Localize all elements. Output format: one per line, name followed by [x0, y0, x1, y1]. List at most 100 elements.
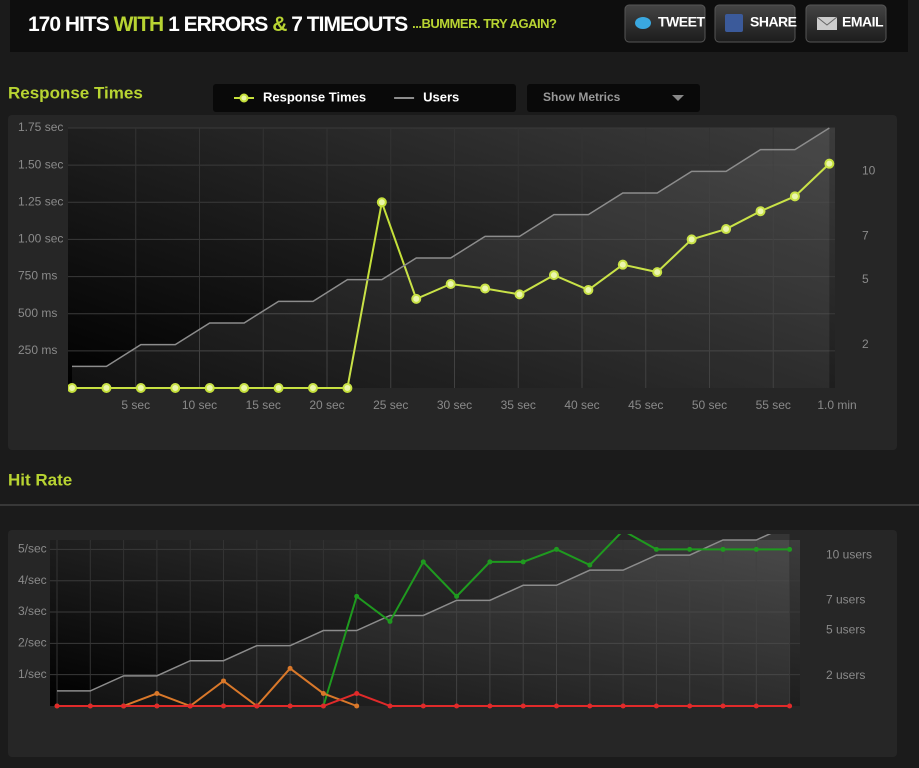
legend-marker: [239, 93, 249, 103]
users-line: [72, 127, 830, 368]
data-point: [135, 383, 146, 393]
data-point: [101, 383, 112, 393]
data-point: [787, 546, 793, 552]
x-tick-label: 55 sec: [756, 398, 791, 412]
data-point: [520, 559, 526, 565]
y-tick-label: 250 ms: [18, 343, 57, 357]
data-point: [273, 383, 284, 393]
data-point: [583, 284, 594, 295]
tagline: ...BUMMER. TRY AGAIN?: [412, 16, 557, 31]
email-button[interactable]: EMAIL: [805, 4, 887, 43]
x-tick-label: 30 sec: [437, 398, 472, 412]
data-point: [187, 703, 193, 709]
ampersand: &: [272, 13, 287, 36]
data-point: [354, 703, 360, 709]
data-point: [376, 197, 387, 208]
data-point: [320, 690, 326, 696]
data-point: [354, 690, 360, 696]
data-point: [154, 690, 160, 696]
legend-box: [213, 84, 516, 112]
data-point: [387, 703, 393, 709]
x-tick-label: 25 sec: [373, 398, 408, 412]
x-tick-label: 45 sec: [628, 398, 663, 412]
data-point: [548, 270, 559, 281]
data-point: [652, 267, 663, 278]
data-point: [787, 703, 793, 709]
metrics-menu-label: Show Metrics: [543, 90, 621, 104]
data-point: [789, 191, 800, 202]
data-point: [307, 383, 318, 393]
y2-tick-label: 2 users: [826, 668, 865, 682]
y-tick-label: 1.75 sec: [18, 120, 63, 134]
share-button[interactable]: SHARE: [714, 4, 797, 43]
data-point: [587, 562, 593, 568]
data-point: [617, 259, 628, 270]
x-tick-label: 40 sec: [564, 398, 599, 412]
x-tick-label: 35 sec: [501, 398, 536, 412]
data-point: [686, 234, 697, 245]
data-point: [587, 703, 593, 709]
y-tick-label: 4/sec: [18, 573, 47, 587]
y-tick-label: 1.25 sec: [18, 194, 63, 208]
data-point: [824, 158, 835, 169]
data-point: [755, 206, 766, 217]
data-point: [287, 703, 293, 709]
x-tick-label: 5 sec: [121, 398, 150, 412]
data-point: [387, 618, 393, 624]
data-point: [121, 703, 127, 709]
data-point: [487, 559, 493, 565]
y-tick-label: 750 ms: [18, 269, 57, 283]
data-point: [753, 703, 759, 709]
y-tick-label: 500 ms: [18, 306, 57, 320]
series-line: [123, 667, 358, 708]
data-point: [54, 703, 60, 709]
data-point: [320, 703, 326, 709]
section-title: Hit Rate: [8, 470, 72, 489]
data-point: [68, 383, 77, 393]
data-point: [520, 703, 526, 709]
y2-tick-label: 5: [862, 272, 869, 286]
y-tick-label: 5/sec: [18, 542, 47, 556]
y2-tick-label: 5 users: [826, 623, 865, 637]
data-point: [687, 703, 693, 709]
data-point: [454, 703, 460, 709]
x-tick-label: 1.0 min: [817, 398, 856, 412]
data-point: [445, 279, 456, 289]
data-point: [254, 703, 260, 709]
y-tick-label: 3/sec: [18, 604, 47, 618]
section-title: Response Times: [8, 83, 143, 102]
data-point: [170, 383, 181, 393]
y-tick-label: 2/sec: [18, 636, 47, 650]
data-point: [720, 546, 726, 552]
data-point: [487, 703, 493, 709]
data-point: [480, 283, 491, 294]
data-point: [204, 383, 215, 393]
y-tick-label: 1.00 sec: [18, 232, 63, 246]
data-point: [221, 703, 226, 709]
legend-label: Response Times: [263, 89, 366, 104]
y-tick-label: 1/sec: [18, 667, 47, 681]
errors: 1 ERRORS: [168, 13, 268, 36]
data-point: [753, 546, 759, 552]
tweet-label: TWEET: [658, 14, 705, 30]
header-summary: 170 HITS WITH 1 ERRORS & 7 TIMEOUTS ...B…: [28, 13, 557, 36]
x-tick-label: 20 sec: [309, 398, 344, 412]
data-point: [420, 559, 426, 565]
data-point: [620, 703, 626, 709]
series-group: [68, 127, 835, 393]
data-point: [514, 289, 525, 300]
metrics-menu[interactable]: Show Metrics: [527, 84, 700, 112]
y2-tick-label: 10: [862, 164, 876, 178]
hits: 170 HITS: [28, 13, 110, 36]
data-point: [554, 703, 559, 709]
x-tick-label: 15 sec: [246, 398, 281, 412]
data-point: [239, 383, 250, 393]
data-point: [687, 546, 693, 552]
series-group: [54, 534, 793, 709]
plot-area: [50, 540, 800, 706]
data-point: [87, 703, 93, 709]
data-point: [454, 593, 460, 599]
tweet-button[interactable]: TWEET: [624, 4, 706, 43]
